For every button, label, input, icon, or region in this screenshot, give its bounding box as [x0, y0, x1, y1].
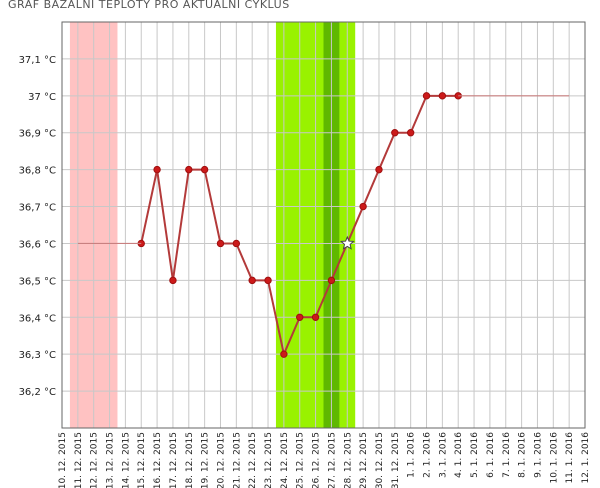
point: [422, 92, 431, 100]
x-tick-label: 29. 12. 2015: [359, 432, 369, 488]
x-tick-label: 27. 12. 2015: [327, 432, 337, 488]
x-tick-label: 10. 1. 2016: [549, 432, 559, 484]
x-tick-label: 11. 12. 2015: [74, 432, 84, 488]
x-tick-label: 22. 12. 2015: [248, 432, 258, 488]
y-tick-label: 36,6 °C: [19, 239, 56, 250]
x-tick-label: 1. 1. 2016: [407, 432, 417, 478]
x-tick-label: 11. 1. 2016: [565, 432, 575, 484]
point: [200, 165, 209, 174]
x-tick-label: 12. 1. 2016: [581, 432, 591, 484]
x-tick-label: 4. 1. 2016: [454, 432, 464, 478]
x-tick-label: 31. 12. 2015: [391, 432, 401, 488]
x-tick-label: 20. 12. 2015: [216, 432, 226, 488]
x-tick-label: 30. 12. 2015: [375, 432, 385, 488]
point: [359, 202, 367, 211]
x-tick-label: 23. 12. 2015: [264, 432, 274, 488]
x-tick-label: 5. 1. 2016: [470, 432, 480, 478]
x-tick-label: 18. 12. 2015: [185, 432, 195, 488]
series-line: [77, 95, 570, 245]
x-tick-label: 10. 12. 2015: [58, 432, 68, 488]
point: [232, 239, 241, 248]
point: [375, 165, 383, 174]
y-tick-label: 36,2 °C: [19, 387, 56, 398]
point: [264, 276, 272, 285]
x-tick-label: 16. 12. 2015: [153, 432, 163, 488]
x-tick-label: 8. 1. 2016: [518, 432, 528, 478]
point: [216, 239, 225, 248]
x-tick-label: 25. 12. 2015: [296, 432, 306, 488]
point: [391, 129, 399, 137]
x-tick-label: 6. 1. 2016: [486, 432, 496, 478]
y-tick-label: 36,9 °C: [19, 129, 56, 140]
point: [248, 276, 256, 285]
point: [327, 276, 336, 285]
x-tick-label: 13. 12. 2015: [106, 432, 116, 488]
point: [438, 92, 447, 100]
x-tick-label: 2. 1. 2016: [423, 432, 433, 478]
x-tick-label: 24. 12. 2015: [280, 432, 290, 488]
point: [296, 313, 304, 321]
y-tick-label: 36,3 °C: [19, 350, 56, 361]
point: [185, 165, 193, 174]
point: [169, 276, 177, 285]
x-tick-label: 26. 12. 2015: [312, 432, 322, 488]
y-tick-label: 36,5 °C: [19, 276, 56, 287]
x-tick-label: 17. 12. 2015: [169, 432, 179, 488]
star-marker: [339, 235, 355, 250]
point: [406, 129, 415, 137]
point: [311, 313, 320, 321]
x-tick-label: 19. 12. 2015: [201, 432, 211, 488]
x-tick-label: 15. 12. 2015: [137, 432, 147, 488]
point: [153, 165, 161, 174]
point: [280, 350, 288, 358]
x-tick-label: 12. 12. 2015: [90, 432, 100, 488]
x-tick-label: 3. 1. 2016: [438, 432, 448, 478]
x-tick-label: 14. 12. 2015: [121, 432, 131, 488]
x-tick-label: 28. 12. 2015: [343, 432, 353, 488]
x-tick-label: 7. 1. 2016: [502, 432, 512, 478]
plot-border: [61, 21, 586, 429]
y-tick-label: 36,8 °C: [19, 166, 56, 177]
chart-title: GRAF BAZÁLNÍ TEPLOTY PRO AKTUÁLNÍ CYKLUS: [8, 0, 290, 11]
x-tick-label: 21. 12. 2015: [232, 432, 242, 488]
y-tick-label: 37,1 °C: [19, 55, 56, 66]
x-tick-label: 9. 1. 2016: [533, 432, 543, 478]
y-tick-label: 36,4 °C: [19, 313, 56, 324]
y-tick-label: 37 °C: [28, 92, 56, 103]
y-tick-label: 36,7 °C: [19, 203, 56, 214]
